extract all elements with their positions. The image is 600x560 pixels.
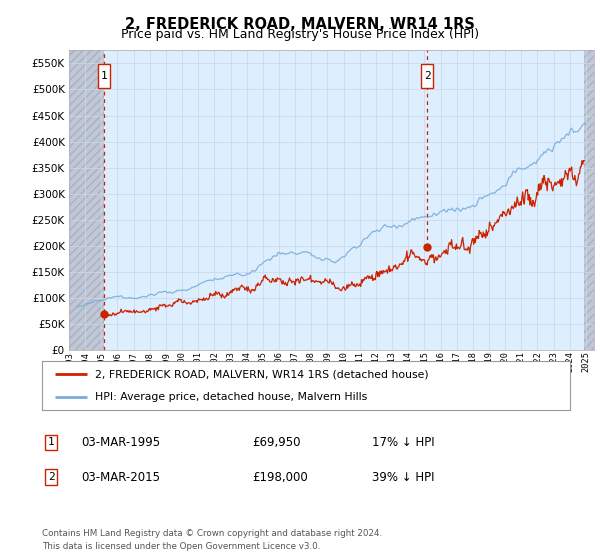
FancyBboxPatch shape — [421, 64, 433, 88]
Text: Contains HM Land Registry data © Crown copyright and database right 2024.
This d: Contains HM Land Registry data © Crown c… — [42, 529, 382, 550]
Text: 2: 2 — [47, 472, 55, 482]
Text: 03-MAR-2015: 03-MAR-2015 — [81, 470, 160, 484]
Text: HPI: Average price, detached house, Malvern Hills: HPI: Average price, detached house, Malv… — [95, 392, 367, 402]
Text: £198,000: £198,000 — [252, 470, 308, 484]
Text: 1: 1 — [47, 437, 55, 447]
Text: 2, FREDERICK ROAD, MALVERN, WR14 1RS: 2, FREDERICK ROAD, MALVERN, WR14 1RS — [125, 17, 475, 32]
Text: 39% ↓ HPI: 39% ↓ HPI — [372, 470, 434, 484]
FancyBboxPatch shape — [98, 64, 110, 88]
Text: 2: 2 — [424, 71, 431, 81]
Text: 2, FREDERICK ROAD, MALVERN, WR14 1RS (detached house): 2, FREDERICK ROAD, MALVERN, WR14 1RS (de… — [95, 370, 428, 380]
Text: 1: 1 — [101, 71, 107, 81]
Text: Price paid vs. HM Land Registry's House Price Index (HPI): Price paid vs. HM Land Registry's House … — [121, 28, 479, 41]
Bar — [69, 50, 104, 350]
Text: 17% ↓ HPI: 17% ↓ HPI — [372, 436, 434, 449]
Text: 03-MAR-1995: 03-MAR-1995 — [81, 436, 160, 449]
Bar — [584, 50, 594, 350]
Text: £69,950: £69,950 — [252, 436, 301, 449]
